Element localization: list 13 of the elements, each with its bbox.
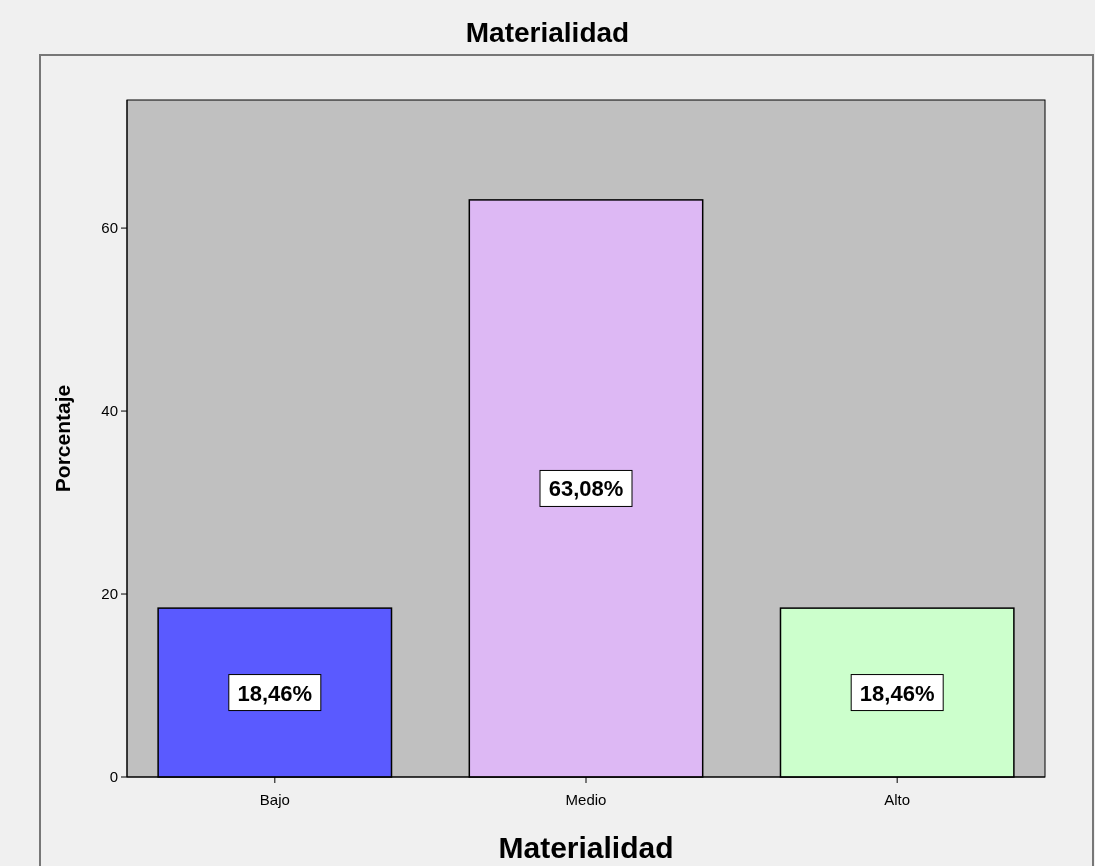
y-tick-label: 0 xyxy=(109,768,118,785)
chart-title: Materialidad xyxy=(465,17,630,48)
y-tick-label: 20 xyxy=(101,585,118,603)
x-tick-label: Alto xyxy=(884,791,911,808)
data-label: 18,46% xyxy=(859,680,935,706)
x-tick-label: Medio xyxy=(565,791,607,808)
x-tick-label: Bajo xyxy=(259,791,290,808)
x-axis-title: Materialidad xyxy=(498,831,674,864)
data-label: 63,08% xyxy=(548,476,624,502)
y-tick-label: 60 xyxy=(101,219,118,237)
y-tick-label: 40 xyxy=(101,402,118,420)
y-axis-title: Porcentaje xyxy=(51,384,74,493)
data-label: 18,46% xyxy=(237,680,313,706)
